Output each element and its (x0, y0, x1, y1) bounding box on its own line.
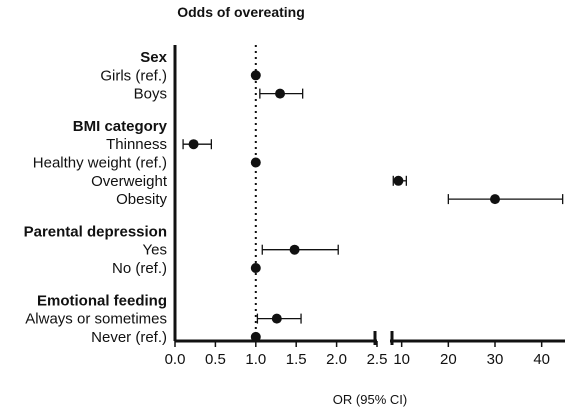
group-heading: Emotional feeding (37, 292, 167, 309)
x-tick-label: 10 (393, 351, 410, 368)
x-tick-label: 0.0 (165, 351, 186, 368)
point-estimate (188, 139, 199, 150)
row-label: Always or sometimes (25, 311, 167, 328)
point-estimate (250, 70, 261, 81)
x-tick-label: 1.0 (245, 351, 266, 368)
row-label: Yes (143, 242, 167, 259)
point-estimate (271, 313, 282, 324)
row-label: Never (ref.) (91, 329, 167, 346)
x-tick-label: 40 (533, 351, 550, 368)
group-heading: Sex (140, 49, 167, 66)
x-tick-label: 2.0 (326, 351, 347, 368)
chart-title: Odds of overeating (177, 4, 305, 20)
x-tick-label: 0.5 (205, 351, 226, 368)
row-label: Overweight (91, 173, 168, 190)
x-axis-label: OR (95% CI) (333, 392, 407, 407)
row-label: No (ref.) (112, 260, 167, 277)
group-heading: Parental depression (24, 223, 167, 240)
x-ticks: 0.0 0.5 1.0 1.5 2.0 2.5 10 20 30 40 (165, 341, 550, 368)
row-label: Healthy weight (ref.) (33, 155, 167, 172)
point-estimate (250, 263, 261, 273)
point-estimate (393, 175, 404, 186)
row-label: Boys (134, 86, 167, 103)
row-label: Obesity (116, 191, 167, 208)
point-estimate (250, 331, 261, 342)
x-tick-label: 20 (440, 351, 457, 368)
group-heading: BMI category (73, 118, 168, 135)
row-label: Thinness (106, 136, 167, 153)
x-tick-label: 2.5 (367, 351, 388, 368)
point-estimate (250, 157, 261, 168)
x-tick-label: 1.5 (286, 351, 307, 368)
point-estimate (490, 194, 500, 205)
x-tick-label: 30 (487, 351, 504, 368)
point-estimate (289, 244, 300, 255)
point-estimate (275, 88, 286, 99)
axes (173, 45, 565, 345)
row-label: Girls (ref.) (100, 67, 167, 84)
